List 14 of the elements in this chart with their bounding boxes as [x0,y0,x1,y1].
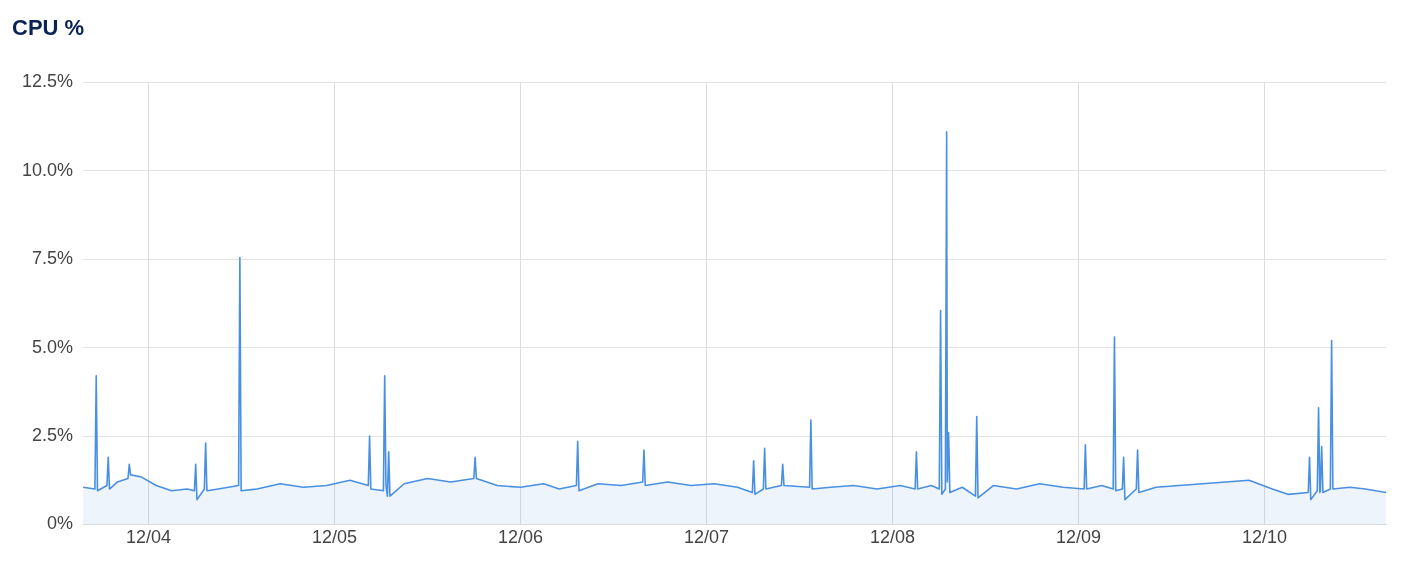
x-tick-label: 12/04 [125,527,171,548]
y-tick-label: 10.0% [21,159,74,180]
x-tick-label: 12/08 [869,527,916,548]
y-tick-label: 0% [47,513,74,534]
y-tick-label: 5.0% [32,336,74,357]
chart-title: CPU % [12,15,85,41]
y-tick-label: 2.5% [32,424,74,445]
x-tick-label: 12/06 [497,527,543,548]
x-tick-label: 12/10 [1242,527,1288,548]
x-tick-label: 12/09 [1056,527,1102,548]
x-tick-label: 12/07 [683,527,730,548]
x-tick-label: 12/05 [311,527,357,548]
y-tick-label: 12.5% [21,71,74,92]
y-tick-label: 7.5% [32,248,74,269]
